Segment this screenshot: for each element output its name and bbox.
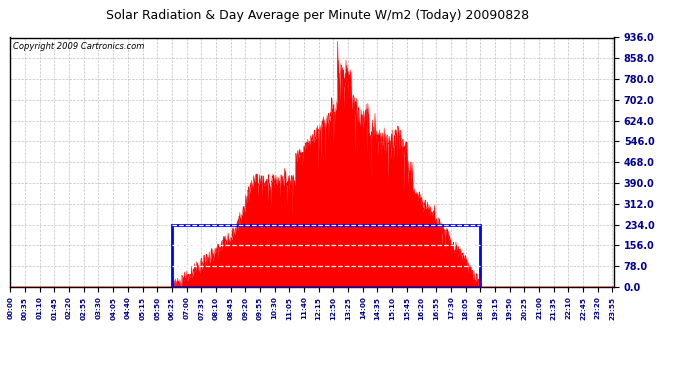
Text: Copyright 2009 Cartronics.com: Copyright 2009 Cartronics.com bbox=[13, 42, 145, 51]
Bar bbox=[172, 225, 480, 287]
Text: Solar Radiation & Day Average per Minute W/m2 (Today) 20090828: Solar Radiation & Day Average per Minute… bbox=[106, 9, 529, 22]
